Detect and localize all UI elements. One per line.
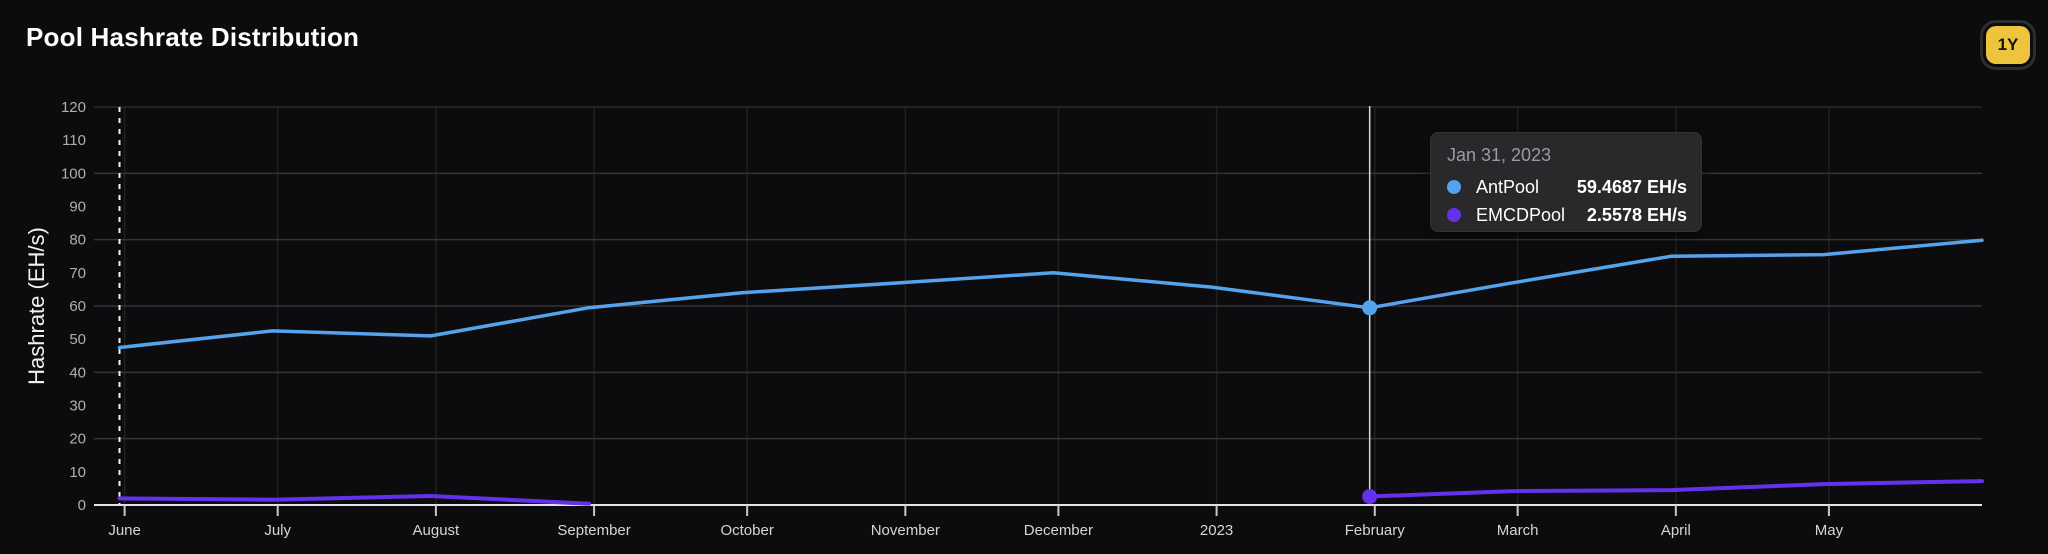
svg-text:December: December <box>1024 522 1093 539</box>
svg-text:60: 60 <box>69 298 86 315</box>
page-title: Pool Hashrate Distribution <box>26 22 360 52</box>
tooltip-series-value: 2.5578 EH/s <box>1586 204 1687 225</box>
svg-text:0: 0 <box>78 497 86 514</box>
hover-dot-emcdpool <box>1362 489 1378 505</box>
x-tick-labels: June July August September October November De… <box>108 522 1843 539</box>
y-tick-labels: 0 10 20 30 40 50 60 70 80 90 100 110 120 <box>61 99 86 514</box>
svg-text:10: 10 <box>69 464 86 481</box>
chart-tooltip: Jan 31, 2023 AntPool 59.4687 EH/s EMCDPo… <box>1430 132 1702 232</box>
svg-text:110: 110 <box>62 132 86 149</box>
svg-text:70: 70 <box>69 265 86 282</box>
series-emcdpool-line <box>117 479 1984 506</box>
time-range-button-1y[interactable]: 1Y <box>1986 26 2030 64</box>
tooltip-series-name: AntPool <box>1476 176 1540 197</box>
hover-dot-antpool <box>1362 300 1378 316</box>
svg-text:30: 30 <box>69 398 86 415</box>
tooltip-row-antpool: AntPool 59.4687 EH/s <box>1447 173 1687 201</box>
svg-text:2023: 2023 <box>1200 522 1233 539</box>
tooltip-date: Jan 31, 2023 <box>1447 145 1552 165</box>
svg-text:100: 100 <box>61 165 86 182</box>
svg-text:May: May <box>1815 522 1844 539</box>
x-tick-marks <box>123 505 1830 516</box>
series-antpool-line <box>117 238 1984 350</box>
emcdpool-series-dot-icon <box>1447 208 1461 222</box>
svg-text:120: 120 <box>61 99 86 116</box>
svg-text:September: September <box>557 522 630 539</box>
svg-text:July: July <box>264 522 291 539</box>
svg-text:April: April <box>1661 522 1691 539</box>
svg-text:90: 90 <box>69 199 86 216</box>
tooltip-row-emcdpool: EMCDPool 2.5578 EH/s <box>1447 201 1687 229</box>
tooltip-series-value: 59.4687 EH/s <box>1576 176 1687 197</box>
antpool-series-dot-icon <box>1447 180 1461 194</box>
svg-text:November: November <box>871 522 940 539</box>
svg-text:October: October <box>720 522 773 539</box>
tooltip-series-name: EMCDPool <box>1476 204 1566 225</box>
svg-text:50: 50 <box>69 331 86 348</box>
svg-text:August: August <box>413 522 461 539</box>
svg-text:20: 20 <box>69 431 86 448</box>
svg-text:March: March <box>1497 522 1539 539</box>
svg-text:80: 80 <box>69 232 86 249</box>
svg-text:40: 40 <box>69 364 86 381</box>
svg-text:June: June <box>108 522 141 539</box>
svg-text:February: February <box>1345 522 1406 539</box>
